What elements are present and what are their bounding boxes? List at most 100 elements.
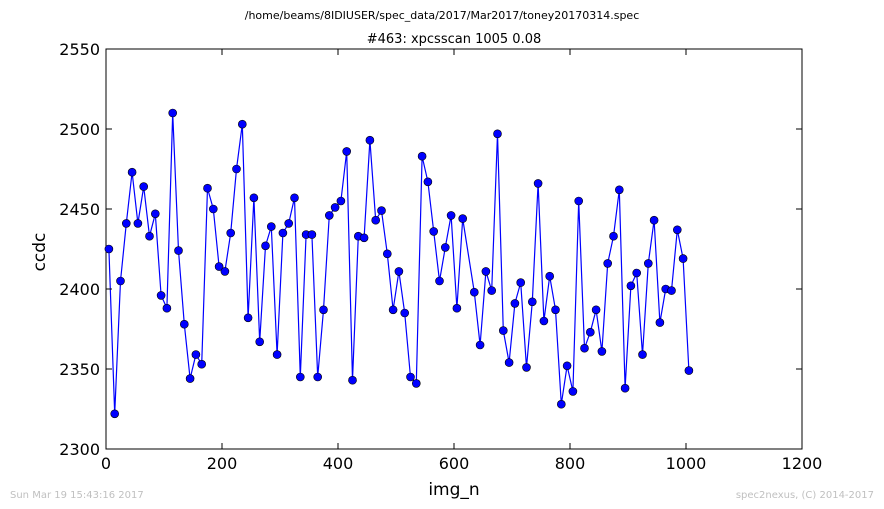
data-point <box>678 254 688 263</box>
data-point <box>475 340 485 350</box>
y-tick-label: 2350 <box>59 360 100 379</box>
data-point <box>458 214 468 223</box>
x-tick-label: 0 <box>101 454 111 473</box>
data-point <box>116 276 125 286</box>
data-point <box>481 267 491 276</box>
data-point <box>626 281 636 291</box>
data-point <box>180 319 189 329</box>
data-point <box>527 297 537 307</box>
data-point <box>400 308 410 318</box>
data-point <box>516 278 526 287</box>
data-point <box>551 305 560 315</box>
data-point <box>487 286 497 295</box>
y-tick-label: 2550 <box>59 40 100 59</box>
data-point <box>406 372 415 382</box>
data-point <box>609 231 618 241</box>
plot-frame <box>105 48 803 450</box>
data-point <box>365 135 375 145</box>
data-point <box>295 372 305 382</box>
data-point <box>493 129 502 139</box>
data-point <box>266 222 276 231</box>
data-point <box>394 267 404 276</box>
data-point <box>545 271 555 281</box>
data-point <box>249 193 259 203</box>
data-point <box>162 303 172 313</box>
data-point <box>377 206 386 215</box>
data-point <box>684 366 694 375</box>
data-point <box>243 313 253 323</box>
data-point <box>597 347 607 356</box>
x-tick-label: 600 <box>439 454 470 473</box>
data-point <box>423 177 433 187</box>
data-point <box>417 151 427 161</box>
data-point <box>429 227 439 236</box>
plot-area <box>104 48 803 450</box>
data-point <box>382 249 392 259</box>
data-point <box>133 219 143 228</box>
data-point <box>440 243 450 252</box>
footer-timestamp: Sun Mar 19 15:43:16 2017 <box>10 490 144 501</box>
data-point <box>104 244 114 254</box>
x-tick-label: 1000 <box>666 454 707 473</box>
y-tick-label: 2300 <box>59 440 100 459</box>
data-point <box>185 374 195 383</box>
data-point <box>139 182 148 191</box>
y-tick-label: 2400 <box>59 280 100 299</box>
data-point <box>168 108 177 118</box>
x-tick-label: 200 <box>207 454 238 473</box>
data-point <box>145 231 154 241</box>
data-point <box>556 399 566 409</box>
data-point <box>585 327 595 337</box>
data-point <box>174 246 183 255</box>
data-point <box>359 233 369 243</box>
data-point <box>649 215 659 225</box>
data-point <box>255 337 265 347</box>
data-point <box>539 316 549 326</box>
data-point <box>614 185 624 195</box>
data-point <box>324 211 334 220</box>
data-point <box>533 179 543 188</box>
data-point <box>469 287 479 297</box>
data-point <box>284 219 294 228</box>
data-point <box>504 358 514 367</box>
data-point <box>522 363 531 372</box>
data-point <box>127 167 137 177</box>
data-point <box>232 164 241 174</box>
data-point <box>261 241 270 251</box>
y-tick-label: 2500 <box>59 120 100 139</box>
data-point <box>319 305 328 315</box>
data-point <box>203 183 212 193</box>
data-point <box>371 215 381 225</box>
footer-credit: spec2nexus, (C) 2014-2017 <box>736 490 874 501</box>
x-tick-label: 400 <box>323 454 354 473</box>
data-point <box>620 383 630 393</box>
data-point <box>510 299 520 308</box>
data-point <box>313 372 323 382</box>
data-point <box>655 318 665 327</box>
data-point <box>214 262 224 271</box>
data-point <box>290 193 299 203</box>
data-point <box>307 230 317 239</box>
x-axis-label: img_n <box>428 480 479 500</box>
data-point <box>562 361 572 371</box>
data-point <box>452 303 462 313</box>
data-point <box>151 209 160 219</box>
data-point <box>568 387 578 396</box>
data-point <box>336 196 346 206</box>
data-point <box>411 379 421 388</box>
data-point <box>388 305 398 315</box>
y-tick-label: 2450 <box>59 200 100 219</box>
data-point <box>220 267 230 276</box>
data-point <box>238 119 247 129</box>
data-point <box>580 343 589 353</box>
chart-title: #463: xpcsscan 1005 0.08 <box>367 32 542 47</box>
data-point <box>498 326 508 335</box>
data-point <box>591 305 601 315</box>
data-point <box>667 286 676 295</box>
x-tick-label: 1200 <box>782 454 823 473</box>
data-point <box>603 259 613 268</box>
y-axis-label: ccdc <box>30 233 50 272</box>
data-point <box>348 375 357 385</box>
data-point <box>278 228 288 238</box>
